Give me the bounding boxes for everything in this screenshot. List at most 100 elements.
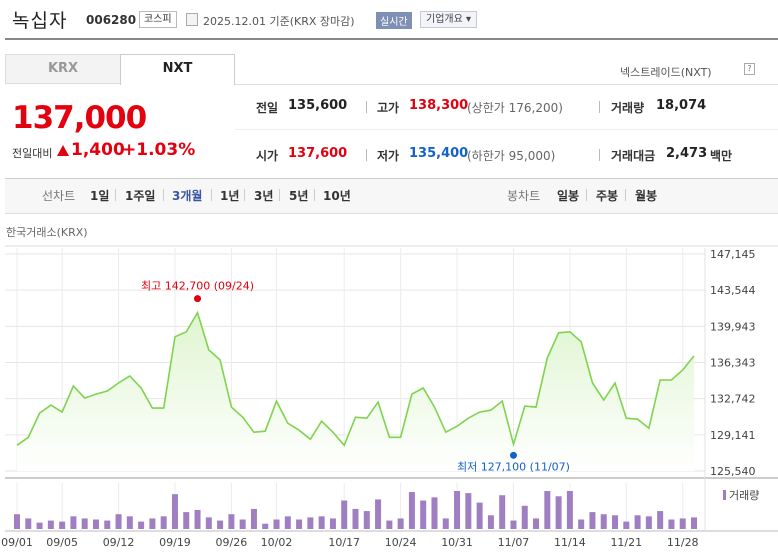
stats-divider	[235, 129, 778, 130]
y-tick-label: 147,145	[710, 248, 756, 261]
volume-bar	[318, 516, 325, 529]
amount-value: 2,473	[666, 146, 708, 161]
period-monthly[interactable]: 월봉	[635, 189, 658, 203]
market-badge: 코스피	[139, 11, 177, 28]
market-label: 한국거래소(KRX)	[6, 226, 88, 239]
volume-bar	[239, 519, 246, 529]
volume-bar	[487, 515, 494, 529]
stock-name: 녹십자	[12, 10, 68, 32]
x-tick-label: 11/28	[667, 536, 699, 549]
x-tick-label: 09/05	[46, 536, 78, 549]
min-label: 최저 127,100 (11/07)	[457, 460, 570, 473]
period-3m[interactable]: 3개월	[172, 189, 203, 203]
volume-bar	[104, 520, 111, 529]
y-tick-label: 125,540	[710, 465, 756, 478]
volume-bar	[600, 514, 607, 529]
period-3y[interactable]: 3년	[254, 189, 274, 203]
high-value: 138,300	[409, 98, 469, 113]
volume-bar	[273, 519, 280, 529]
period-1w[interactable]: 1주일	[125, 189, 156, 203]
volume-label: 거래량	[611, 101, 645, 115]
price-diff: 1,400	[71, 140, 125, 160]
min-point	[509, 451, 517, 459]
realtime-badge[interactable]: 실시간	[376, 12, 412, 29]
period-weekly[interactable]: 주봉	[596, 189, 619, 203]
volume-bar	[397, 518, 404, 529]
divider	[163, 189, 164, 201]
upper-limit: (상한가 176,200)	[467, 101, 563, 115]
tab-rule	[235, 84, 778, 85]
high-label: 고가	[377, 101, 400, 115]
volume-bar	[386, 520, 393, 529]
volume-bar	[420, 500, 427, 529]
lower-limit: (하한가 95,000)	[467, 149, 556, 163]
period-10y[interactable]: 10년	[323, 189, 351, 203]
volume-bar	[115, 514, 122, 529]
volume-bar	[555, 496, 562, 529]
x-tick-label: 09/12	[103, 536, 135, 549]
low-label: 저가	[377, 149, 400, 163]
nxt-link[interactable]: 넥스트레이드(NXT)	[620, 66, 712, 79]
price-diff-pct: +1.03%	[122, 140, 196, 160]
volume-bar	[589, 512, 596, 529]
volume-value: 18,074	[656, 98, 707, 113]
volume-bar	[183, 512, 190, 529]
period-5y[interactable]: 5년	[289, 189, 309, 203]
volume-bar	[679, 518, 686, 529]
calendar-icon	[186, 13, 198, 26]
company-info-button[interactable]: 기업개요 ▾	[420, 11, 477, 28]
amount-label: 거래대금	[611, 149, 656, 163]
volume-bar	[544, 491, 551, 529]
divider	[599, 101, 600, 113]
low-value: 135,400	[409, 146, 469, 161]
price-line	[16, 310, 695, 448]
volume-bar	[691, 517, 697, 529]
prev-label: 전일	[256, 101, 279, 115]
divider	[211, 189, 212, 201]
volume-bar	[657, 511, 664, 529]
volume-bar	[375, 499, 382, 529]
volume-bar	[296, 519, 303, 529]
period-1d[interactable]: 1일	[90, 189, 110, 203]
tab-krx[interactable]: KRX	[5, 54, 121, 84]
x-tick-label: 10/02	[261, 536, 293, 549]
volume-bar	[47, 520, 54, 529]
volume-bar	[566, 491, 573, 529]
volume-bar	[431, 497, 438, 529]
x-tick-label: 10/24	[385, 536, 417, 549]
volume-bar	[126, 516, 133, 529]
help-icon[interactable]: ?	[744, 63, 755, 75]
up-arrow-icon	[57, 145, 69, 156]
volume-bar	[14, 514, 20, 529]
volume-bar	[341, 500, 348, 529]
x-tick-label: 11/21	[610, 536, 642, 549]
period-bar	[5, 178, 778, 214]
volume-bar	[81, 518, 88, 529]
open-label: 시가	[256, 149, 279, 163]
volume-bar	[465, 493, 472, 529]
volume-bar	[36, 522, 43, 529]
period-1y[interactable]: 1년	[220, 189, 240, 203]
volume-bar	[634, 515, 641, 529]
y-tick-label: 139,943	[710, 320, 756, 333]
volume-bar	[510, 520, 517, 529]
divider	[366, 149, 367, 161]
volume-bar	[217, 520, 224, 529]
volume-bar	[138, 521, 145, 529]
x-tick-label: 09/19	[159, 536, 191, 549]
tab-nxt[interactable]: NXT	[120, 54, 235, 85]
candle-chart-label: 봉차트	[507, 189, 541, 203]
period-daily[interactable]: 일봉	[557, 189, 580, 203]
volume-bar	[194, 510, 201, 529]
volume-bar	[454, 491, 461, 529]
volume-legend-label: 거래량	[729, 489, 759, 502]
volume-bar	[363, 511, 370, 529]
volume-bar	[205, 517, 212, 529]
max-point	[194, 295, 202, 303]
x-tick-label: 11/07	[498, 536, 530, 549]
volume-bar	[612, 515, 619, 529]
volume-bar	[149, 518, 156, 529]
header-divider	[5, 38, 778, 40]
divider	[599, 149, 600, 161]
